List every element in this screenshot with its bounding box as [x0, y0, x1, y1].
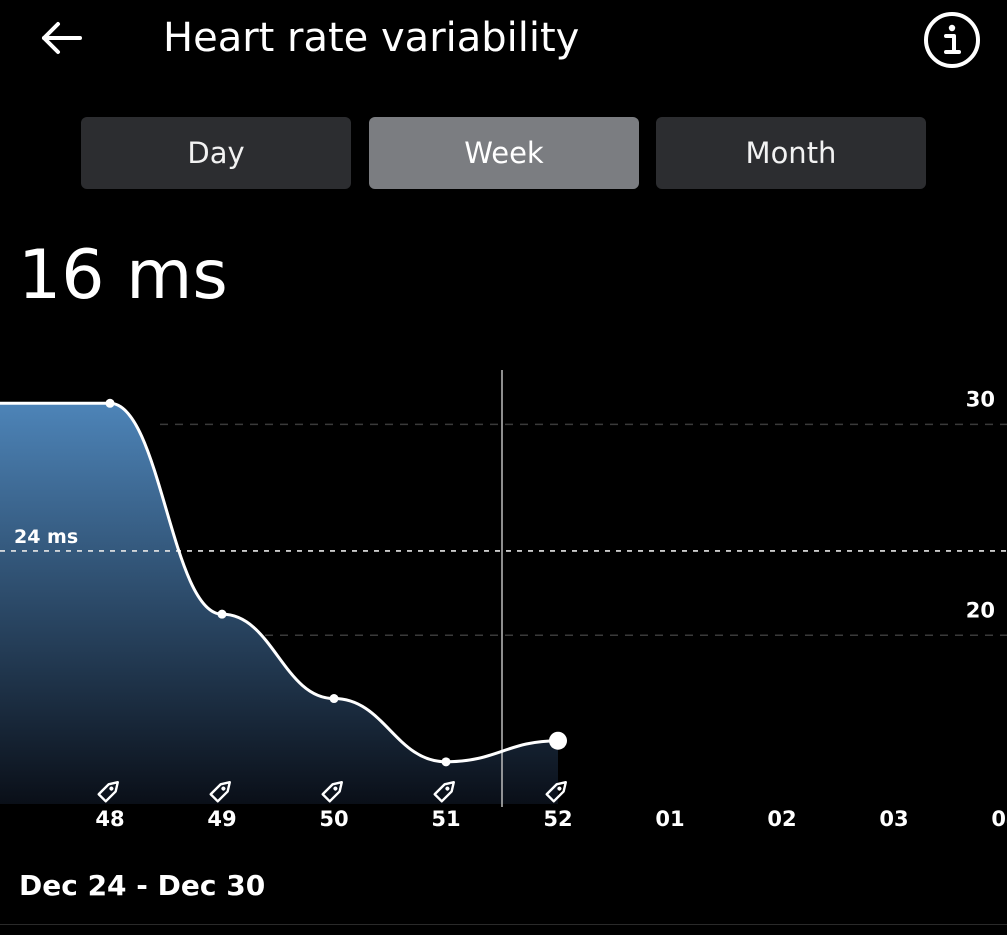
arrow-left-icon	[42, 22, 82, 54]
x-tick-label: 03	[879, 807, 908, 831]
x-tick-label: 01	[655, 807, 684, 831]
x-tick-label: 49	[207, 807, 236, 831]
data-point	[105, 398, 115, 408]
tag-icon	[433, 781, 455, 803]
tab-day[interactable]: Day	[81, 117, 351, 189]
x-tick-label: 50	[319, 807, 348, 831]
data-point	[217, 609, 227, 619]
data-point	[329, 694, 339, 704]
hrv-value: 16 ms	[18, 236, 228, 315]
area-fill	[0, 403, 558, 804]
divider	[0, 924, 1007, 925]
x-tick-label: 02	[767, 807, 796, 831]
average-label: 24 ms	[14, 526, 78, 548]
selected-data-point	[549, 731, 567, 750]
x-tick-label: 48	[95, 807, 124, 831]
info-circle-icon	[924, 12, 980, 68]
date-range: Dec 24 - Dec 30	[19, 869, 266, 902]
tab-week[interactable]: Week	[369, 117, 639, 189]
header: Heart rate variability	[0, 0, 1007, 80]
x-tick-label: 51	[431, 807, 460, 831]
x-tick-label: 52	[543, 807, 572, 831]
y-tick-label: 30	[966, 387, 995, 411]
x-tick-label: 04	[991, 807, 1007, 831]
tag-icon	[97, 781, 119, 803]
y-tick-label: 20	[966, 598, 995, 622]
tag-icon	[209, 781, 231, 803]
tab-month[interactable]: Month	[656, 117, 926, 189]
data-point	[441, 757, 451, 767]
tag-icon	[321, 781, 343, 803]
back-button[interactable]	[36, 12, 88, 64]
info-button[interactable]	[922, 10, 982, 70]
period-tabs: Day Week Month	[81, 117, 927, 189]
page-title: Heart rate variability	[163, 15, 580, 61]
tag-icon	[545, 781, 567, 803]
hrv-chart[interactable]: 24 ms 48 49 50 51 52 01 02 03 04 20 30	[0, 340, 1007, 850]
